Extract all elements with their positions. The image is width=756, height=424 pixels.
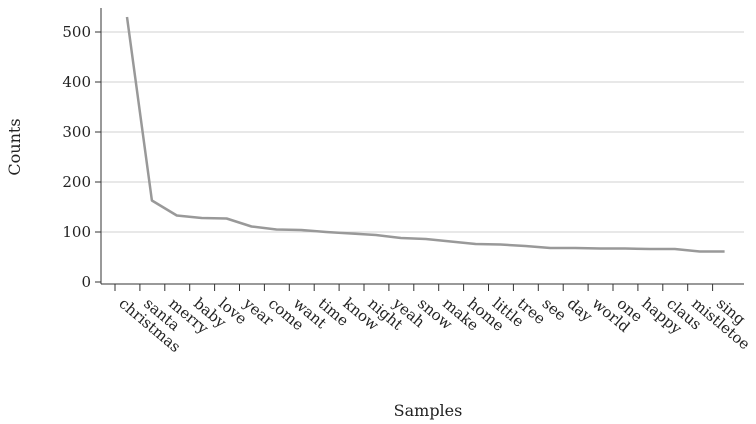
series-line [125,16,725,253]
x-axis-title: Samples [394,401,463,420]
y-tick-label: 400 [62,73,91,91]
y-tick-label: 300 [62,123,91,141]
y-tick-label: 100 [62,223,91,241]
x-axis: christmassantamerrybabyloveyearcomewantt… [101,283,754,356]
y-axis: 0 100 200 300 400 500 [62,8,102,291]
y-axis-title: Counts [5,118,24,175]
y-tick-label: 200 [62,173,91,191]
gridlines [101,31,744,233]
y-tick-label: 0 [81,273,91,291]
y-tick-label: 500 [62,23,91,41]
